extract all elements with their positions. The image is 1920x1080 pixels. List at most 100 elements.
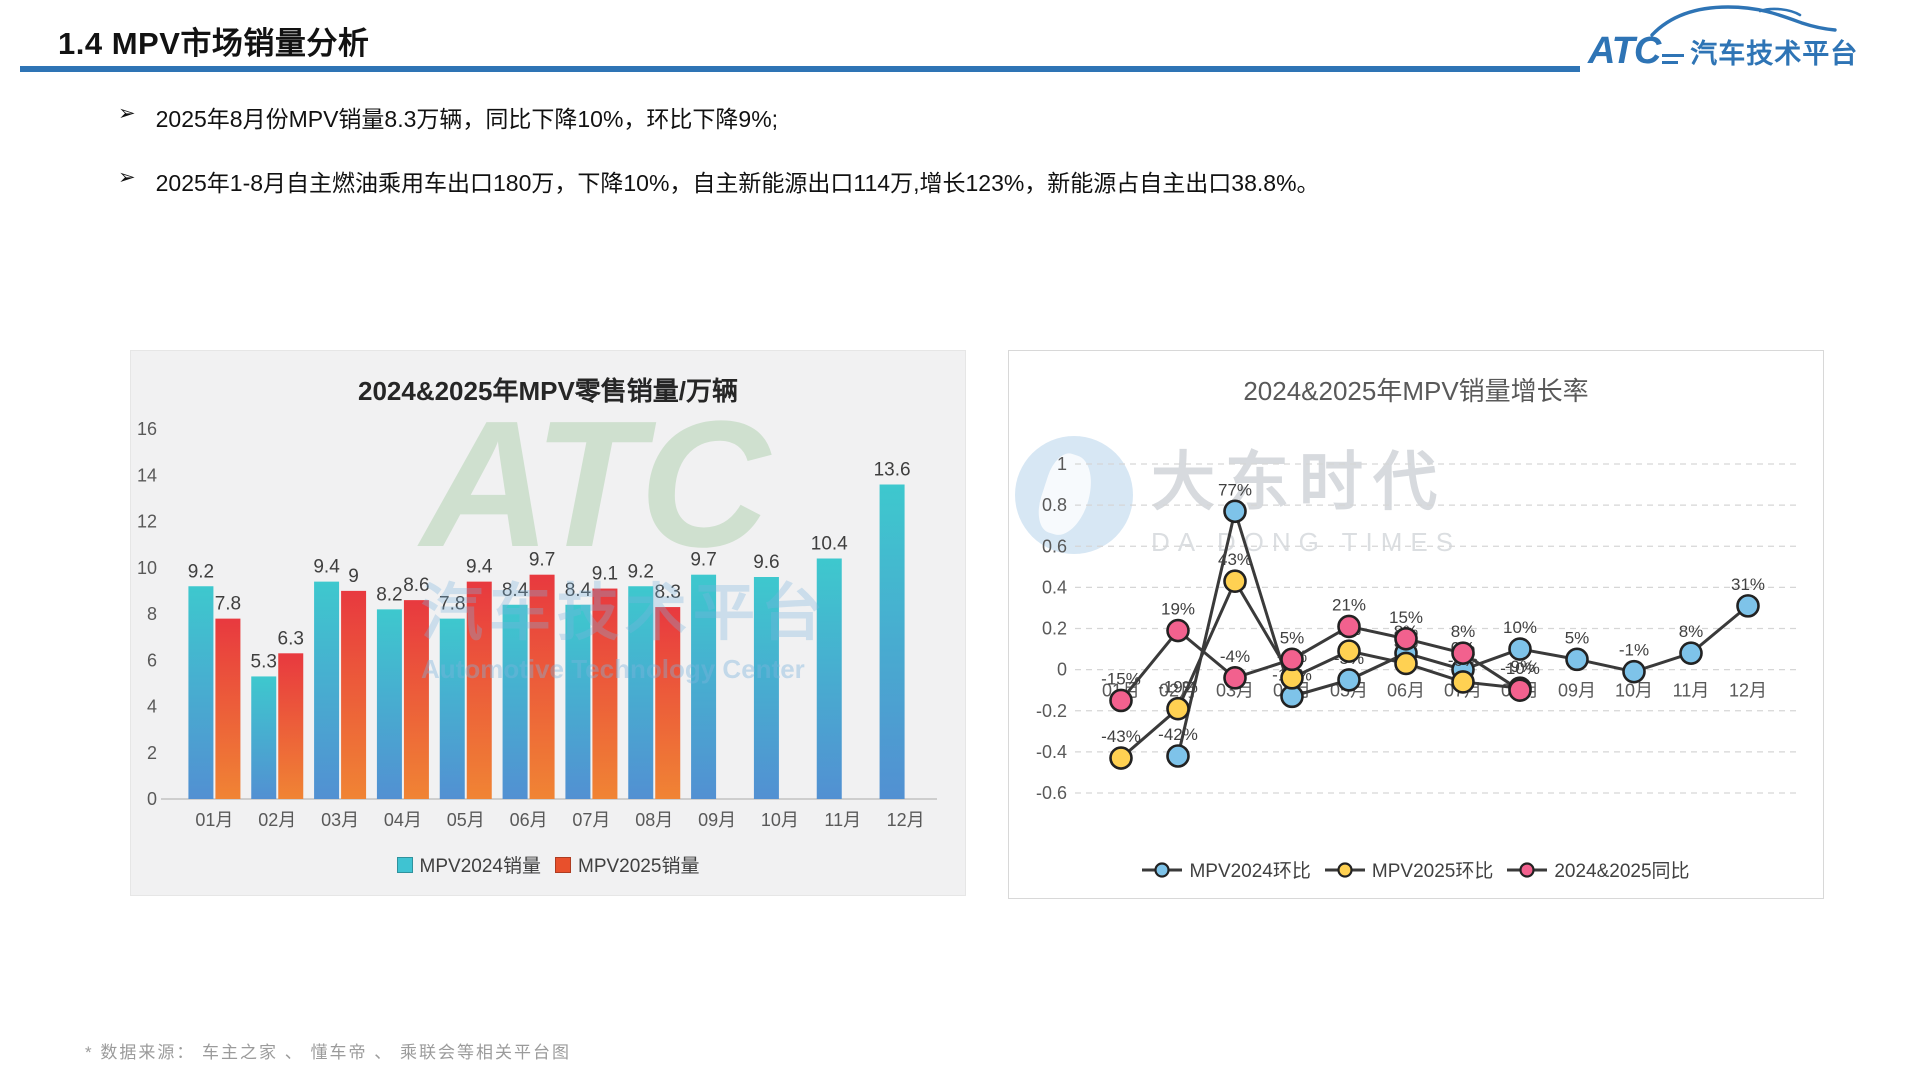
x-axis-category-label: 08月 bbox=[635, 810, 673, 830]
car-outline-icon bbox=[1650, 5, 1837, 37]
x-axis-category-label: 03月 bbox=[1216, 681, 1254, 701]
point-value-label: -4% bbox=[1220, 647, 1250, 666]
bar-MPV2024销量 bbox=[753, 577, 779, 799]
bar-MPV2024销量 bbox=[502, 604, 528, 799]
bar-MPV2025销量 bbox=[655, 607, 681, 799]
bar-value-label: 9.4 bbox=[466, 557, 493, 578]
marker-2024&2025同比 bbox=[1394, 626, 1418, 651]
legend-marker-icon bbox=[1507, 861, 1548, 878]
y-axis-tick-label: -0.4 bbox=[1036, 742, 1067, 762]
marker-2024&2025同比 bbox=[1166, 618, 1190, 643]
y-axis-tick-label: -0.6 bbox=[1036, 783, 1067, 803]
bar-chart-title: 2024&2025年MPV零售销量/万辆 bbox=[357, 376, 739, 406]
bullet-item: ➢ 2025年1-8月自主燃油乘用车出口180万，下降10%，自主新能源出口11… bbox=[118, 164, 1618, 198]
bar-chart-legend: MPV2024销量 MPV2025销量 bbox=[131, 851, 965, 878]
x-axis-category-label: 05月 bbox=[447, 810, 485, 830]
logo-brand-abbrev: ATC bbox=[1588, 30, 1661, 72]
y-axis-tick-label: 16 bbox=[137, 419, 157, 439]
marker-2024&2025同比 bbox=[1337, 614, 1361, 639]
bar-value-label: 8.4 bbox=[565, 580, 592, 601]
legend-label: MPV2024环比 bbox=[1189, 861, 1311, 882]
marker-MPV2025环比 bbox=[1166, 696, 1190, 721]
point-value-label: -1% bbox=[1619, 641, 1649, 660]
marker-MPV2024环比 bbox=[1736, 594, 1760, 618]
legend-item: MPV2024环比 bbox=[1142, 856, 1311, 883]
brand-logo: ATC 汽车技术平台 bbox=[1588, 2, 1878, 70]
point-value-label: 8% bbox=[1451, 622, 1476, 641]
marker-2024&2025同比 bbox=[1223, 666, 1247, 690]
x-axis-category-label: 11月 bbox=[824, 810, 861, 830]
bar-value-label: 9.7 bbox=[529, 550, 555, 571]
y-axis-tick-label: 2 bbox=[147, 743, 157, 763]
bar-value-label: 9 bbox=[348, 566, 359, 587]
bar-MPV2024销量 bbox=[188, 586, 214, 799]
bar-MPV2024销量 bbox=[251, 676, 277, 799]
logo-speed-lines-icon bbox=[1662, 54, 1685, 64]
legend-label: 2024&2025同比 bbox=[1554, 861, 1690, 882]
bullet-text: 2025年8月份MPV销量8.3万辆，同比下降10%，环比下降9%; bbox=[155, 106, 779, 132]
y-axis-tick-label: 0 bbox=[1057, 660, 1067, 680]
bar-MPV2024销量 bbox=[816, 558, 842, 799]
legend-item: MPV2025环比 bbox=[1324, 856, 1494, 883]
y-axis-tick-label: 0 bbox=[147, 789, 157, 809]
x-axis-category-label: 12月 bbox=[1729, 681, 1767, 701]
y-axis-tick-label: 0.2 bbox=[1042, 619, 1067, 639]
x-axis-category-label: 11月 bbox=[1673, 681, 1710, 701]
bar-value-label: 9.7 bbox=[690, 550, 716, 571]
legend-marker-icon bbox=[1324, 861, 1365, 878]
point-value-label: 19% bbox=[1161, 600, 1195, 619]
bullet-list: ➢ 2025年8月份MPV销量8.3万辆，同比下降10%，环比下降9%; ➢ 2… bbox=[118, 100, 1618, 228]
legend-label: MPV2025销量 bbox=[578, 856, 700, 877]
x-axis-category-label: 07月 bbox=[572, 810, 610, 830]
bar-MPV2025销量 bbox=[592, 588, 618, 799]
point-value-label: 8% bbox=[1679, 622, 1704, 641]
x-axis-category-label: 02月 bbox=[258, 810, 296, 830]
y-axis-tick-label: -0.2 bbox=[1036, 701, 1067, 721]
point-value-label: 77% bbox=[1218, 480, 1252, 499]
x-axis-category-label: 03月 bbox=[321, 810, 359, 830]
bar-MPV2025销量 bbox=[215, 618, 241, 799]
bar-value-label: 9.1 bbox=[592, 564, 618, 585]
point-value-label: -43% bbox=[1101, 727, 1141, 746]
marker-MPV2024环比 bbox=[1565, 647, 1589, 672]
bar-value-label: 9.6 bbox=[753, 552, 779, 573]
point-value-label: -42% bbox=[1158, 725, 1198, 744]
marker-MPV2025环比 bbox=[1109, 746, 1133, 770]
bar-value-label: 6.3 bbox=[278, 628, 304, 649]
marker-2024&2025同比 bbox=[1508, 678, 1532, 702]
logo-brand-name: 汽车技术平台 bbox=[1690, 39, 1859, 70]
bar-value-label: 8.6 bbox=[403, 575, 429, 596]
marker-MPV2024环比 bbox=[1508, 637, 1532, 661]
legend-swatch-icon bbox=[396, 856, 413, 873]
x-axis-category-label: 06月 bbox=[510, 810, 548, 830]
marker-2024&2025同比 bbox=[1451, 641, 1475, 665]
legend-label: MPV2025环比 bbox=[1371, 861, 1494, 882]
bar-MPV2024销量 bbox=[376, 609, 402, 799]
bullet-item: ➢ 2025年8月份MPV销量8.3万辆，同比下降10%，环比下降9%; bbox=[118, 100, 1618, 134]
point-value-label: 15% bbox=[1389, 608, 1423, 627]
bar-MPV2024销量 bbox=[565, 604, 591, 799]
marker-MPV2024环比 bbox=[1622, 659, 1646, 684]
marker-MPV2025环比 bbox=[1394, 651, 1418, 676]
bullet-marker-icon: ➢ bbox=[118, 166, 136, 189]
legend-swatch-icon bbox=[555, 856, 571, 873]
marker-MPV2024环比 bbox=[1337, 668, 1361, 692]
legend-item: MPV2025销量 bbox=[555, 851, 699, 878]
x-axis-category-label: 09月 bbox=[698, 810, 736, 830]
bar-MPV2025销量 bbox=[529, 574, 555, 799]
bar-value-label: 10.4 bbox=[811, 534, 848, 555]
y-axis-tick-label: 4 bbox=[147, 697, 157, 717]
x-axis-category-label: 01月 bbox=[195, 810, 233, 830]
point-value-label: 43% bbox=[1218, 550, 1252, 569]
marker-2024&2025同比 bbox=[1280, 647, 1304, 672]
x-axis-category-label: 12月 bbox=[887, 810, 925, 830]
x-axis-category-label: 09月 bbox=[1558, 681, 1596, 701]
legend-item: 2024&2025同比 bbox=[1507, 856, 1690, 883]
bar-value-label: 7.8 bbox=[215, 594, 241, 615]
legend-marker-icon bbox=[1142, 861, 1183, 878]
title-underline bbox=[20, 66, 1580, 72]
x-axis-category-label: 10月 bbox=[1615, 681, 1653, 701]
